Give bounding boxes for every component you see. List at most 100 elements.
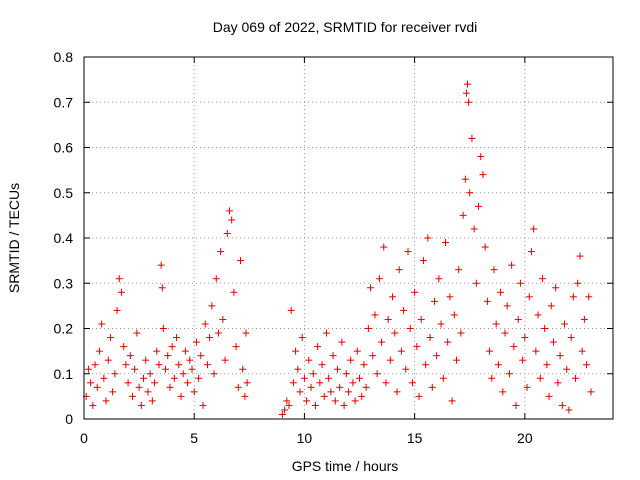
- data-point: [371, 311, 379, 319]
- data-point: [514, 315, 522, 323]
- data-point: [397, 347, 405, 355]
- data-point: [325, 374, 333, 382]
- data-point: [389, 293, 397, 301]
- data-point: [311, 401, 319, 409]
- y-tick-label: 0.5: [54, 185, 74, 201]
- plot-frame: [83, 56, 614, 420]
- data-point: [102, 397, 110, 405]
- data-point: [510, 343, 518, 351]
- data-point: [505, 370, 513, 378]
- data-point: [358, 392, 366, 400]
- data-point: [128, 392, 136, 400]
- data-point: [230, 288, 238, 296]
- y-tick-label: 0.7: [54, 94, 74, 110]
- data-point: [243, 379, 251, 387]
- data-point: [587, 388, 595, 396]
- data-point: [345, 388, 352, 396]
- data-point: [543, 361, 551, 369]
- data-point: [166, 383, 174, 391]
- data-point: [457, 329, 465, 337]
- data-point: [380, 243, 388, 251]
- data-point: [120, 343, 128, 351]
- data-point: [512, 401, 520, 409]
- data-point: [296, 388, 304, 396]
- data-point: [516, 279, 524, 287]
- data-point: [338, 338, 346, 346]
- data-point: [122, 361, 130, 369]
- axis-ticks: 0 0.1 0.2 0.3 0.4 0.5 0.6 0.7 0.8 0 5 10 15 20: [54, 49, 613, 446]
- data-point: [340, 401, 348, 409]
- y-tick-label: 0.8: [54, 49, 74, 65]
- data-point: [188, 365, 196, 373]
- data-point: [565, 406, 573, 414]
- data-point: [541, 325, 549, 332]
- x-tick-label: 15: [407, 430, 423, 446]
- data-point: [521, 334, 529, 342]
- chart-title: Day 069 of 2022, SRMTID for receiver rvd…: [213, 19, 478, 35]
- data-point: [305, 356, 313, 364]
- data-point: [413, 343, 421, 351]
- data-point: [320, 392, 328, 400]
- data-point: [104, 356, 112, 364]
- data-point: [309, 370, 317, 378]
- data-point: [195, 374, 203, 382]
- data-point: [159, 325, 167, 332]
- data-point: [527, 248, 535, 256]
- data-point: [468, 134, 476, 142]
- data-point: [448, 397, 456, 405]
- data-point: [497, 288, 505, 296]
- data-point: [453, 356, 461, 364]
- data-point: [329, 352, 337, 360]
- data-point: [95, 347, 103, 355]
- data-point: [327, 388, 335, 396]
- y-axis-label: SRMTID / TECUs: [6, 183, 22, 293]
- data-point: [554, 379, 562, 387]
- data-point: [89, 401, 97, 409]
- y-tick-label: 0.2: [54, 321, 74, 337]
- data-point: [98, 320, 106, 328]
- data-point: [378, 338, 386, 346]
- data-point: [393, 388, 401, 396]
- data-point: [441, 239, 449, 247]
- data-point: [411, 288, 419, 296]
- data-point: [525, 293, 533, 301]
- data-point: [351, 397, 359, 405]
- data-point: [135, 383, 143, 391]
- data-point: [477, 153, 485, 161]
- data-point: [461, 175, 469, 183]
- data-point: [585, 293, 593, 301]
- data-point: [100, 374, 108, 382]
- data-point: [464, 80, 472, 88]
- data-point: [300, 374, 308, 382]
- data-point: [364, 325, 372, 332]
- data-point: [404, 248, 412, 256]
- data-point: [486, 347, 494, 355]
- y-tick-label: 0.6: [54, 140, 74, 156]
- data-point: [569, 293, 577, 301]
- data-point: [519, 356, 527, 364]
- data-point: [406, 325, 414, 332]
- data-point: [155, 361, 163, 369]
- data-point: [117, 288, 125, 296]
- data-point: [175, 361, 183, 369]
- data-point: [538, 275, 546, 283]
- data-point: [483, 297, 491, 305]
- data-point: [239, 365, 247, 373]
- data-point: [201, 320, 209, 328]
- data-point: [455, 266, 463, 274]
- data-point: [181, 347, 189, 355]
- data-points: [82, 80, 595, 418]
- data-point: [151, 379, 159, 387]
- data-point: [285, 401, 293, 409]
- data-point: [373, 370, 381, 378]
- data-point: [450, 311, 458, 319]
- data-point: [369, 352, 377, 360]
- data-point: [578, 347, 586, 355]
- data-point: [382, 379, 390, 387]
- data-point: [462, 89, 470, 97]
- data-point: [459, 211, 467, 219]
- data-point: [331, 397, 339, 405]
- data-point: [242, 329, 250, 337]
- data-point: [126, 352, 134, 360]
- x-axis-label: GPS time / hours: [292, 458, 399, 474]
